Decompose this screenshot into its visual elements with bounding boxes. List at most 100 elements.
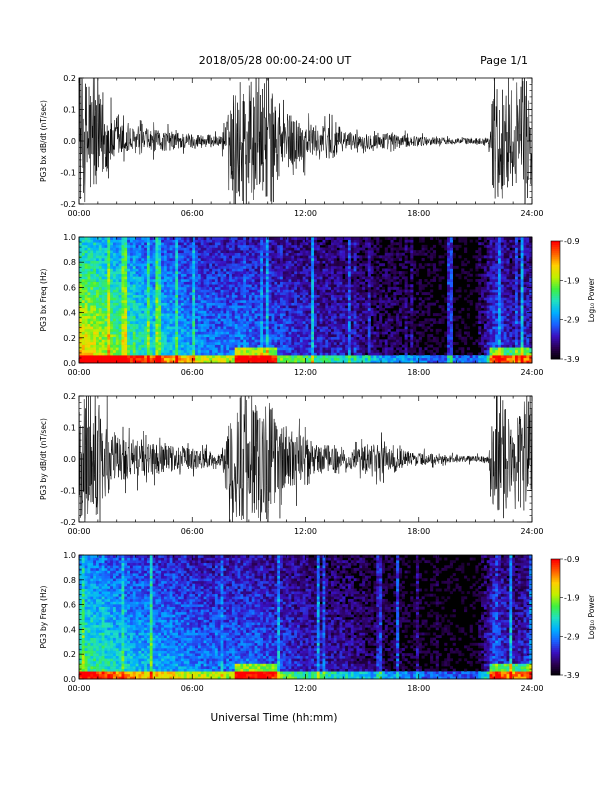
heat-cell	[138, 310, 142, 314]
heat-cell	[189, 289, 193, 293]
heat-cell	[93, 347, 97, 351]
heat-cell	[115, 242, 119, 246]
heat-cell	[178, 242, 182, 246]
heat-cell	[209, 297, 213, 301]
heat-cell	[285, 315, 289, 319]
heat-cell	[146, 300, 151, 303]
heat-cell	[163, 307, 168, 311]
heat-cell	[132, 289, 136, 293]
heat-cell	[325, 268, 329, 272]
heat-cell	[197, 307, 202, 311]
heat-cell	[356, 349, 360, 353]
heat-cell	[189, 347, 193, 351]
heat-cell	[325, 357, 329, 361]
heat-cell	[263, 360, 267, 364]
heat-cell	[285, 357, 289, 361]
heat-cell	[124, 279, 128, 282]
heat-cell	[220, 352, 224, 356]
heat-cell	[132, 355, 136, 359]
heat-cell	[322, 258, 326, 261]
heat-cell	[271, 310, 275, 314]
heat-cell	[353, 310, 357, 314]
heat-cell	[229, 255, 233, 259]
heat-cell	[268, 255, 272, 259]
heat-cell	[333, 305, 337, 309]
heat-cell	[169, 305, 173, 309]
heat-cell	[84, 268, 88, 272]
heat-cell	[127, 281, 131, 285]
heat-cell	[178, 255, 182, 259]
heat-cell	[308, 281, 312, 285]
heat-cell	[121, 355, 125, 359]
heat-cell	[172, 313, 176, 317]
heat-cell	[104, 357, 108, 361]
heat-cell	[282, 244, 286, 248]
heat-cell	[254, 255, 258, 259]
heat-cell	[195, 321, 199, 324]
heat-cell	[237, 326, 241, 330]
heat-cell	[84, 315, 88, 319]
heat-cell	[141, 265, 145, 269]
heat-cell	[209, 336, 213, 340]
heat-cell	[299, 318, 303, 322]
heat-cell	[163, 284, 168, 288]
heat-cell	[186, 268, 190, 272]
heat-cell	[339, 294, 343, 298]
heat-cell	[101, 318, 105, 322]
heat-cell	[243, 334, 247, 338]
heat-cell	[328, 255, 332, 259]
heat-cell	[328, 334, 332, 338]
heat-cell	[186, 315, 190, 319]
heat-cell	[311, 247, 315, 251]
heat-cell	[203, 360, 207, 364]
heat-cell	[280, 255, 284, 259]
heat-cell	[107, 242, 111, 246]
heat-cell	[359, 255, 363, 259]
heat-cell	[367, 294, 371, 298]
heat-cell	[347, 342, 352, 345]
heat-cell	[260, 247, 264, 251]
heat-cell	[166, 334, 170, 338]
heat-cell	[328, 294, 332, 298]
heat-cell	[280, 239, 284, 243]
heat-cell	[237, 349, 241, 353]
heat-cell	[115, 355, 119, 359]
heat-cell	[129, 268, 134, 272]
heat-cell	[79, 244, 83, 248]
heat-cell	[339, 328, 343, 332]
heat-cell	[237, 334, 241, 338]
heat-cell	[226, 252, 230, 256]
heat-cell	[144, 265, 148, 269]
heat-cell	[112, 279, 117, 282]
heat-cell	[282, 357, 286, 361]
heat-cell	[248, 250, 253, 254]
heat-cell	[95, 313, 100, 317]
heat-cell	[161, 300, 165, 303]
heat-cell	[260, 352, 264, 356]
heat-cell	[297, 334, 301, 338]
heat-cell	[268, 271, 272, 275]
heat-cell	[299, 271, 303, 275]
heat-cell	[152, 284, 156, 288]
heat-cell	[274, 279, 278, 282]
heat-cell	[104, 292, 108, 296]
heat-cell	[319, 323, 323, 327]
heat-cell	[263, 237, 267, 240]
heat-cell	[291, 310, 295, 314]
heat-cell	[197, 294, 202, 298]
heat-cell	[192, 300, 196, 303]
heat-cell	[362, 336, 366, 340]
heat-cell	[336, 357, 340, 361]
heat-cell	[325, 239, 329, 243]
heat-cell	[200, 326, 204, 330]
heat-cell	[104, 263, 108, 267]
heat-cell	[186, 342, 190, 345]
heat-cell	[291, 342, 295, 345]
heat-cell	[339, 307, 343, 311]
heat-cell	[342, 326, 346, 330]
heat-cell	[203, 300, 207, 303]
heat-cell	[129, 300, 134, 303]
heat-cell	[223, 302, 227, 306]
heat-cell	[192, 339, 196, 343]
heat-cell	[87, 357, 91, 361]
